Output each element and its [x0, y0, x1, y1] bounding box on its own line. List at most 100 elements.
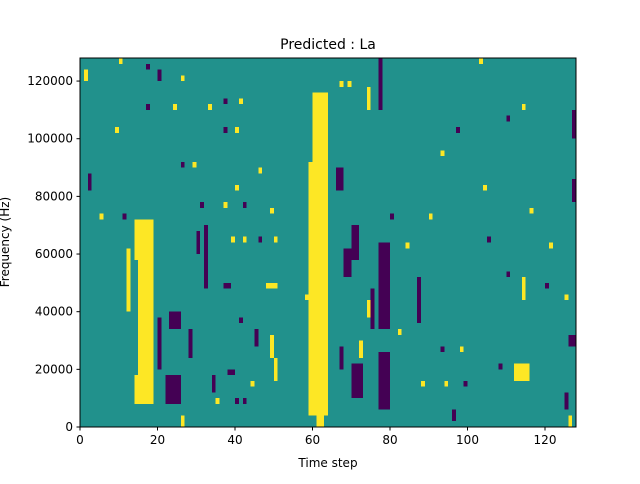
heatmap-cell-51: [227, 369, 235, 376]
heatmap-cell-40: [242, 236, 247, 243]
heatmap-cell-90: [351, 225, 359, 260]
heatmap-cell-2: [316, 409, 325, 427]
chart-title: Predicted : La: [280, 37, 376, 53]
heatmap-cell-11: [572, 179, 576, 203]
heatmap-cell-67: [506, 115, 511, 122]
y-tick-label: 40000: [35, 305, 73, 319]
heatmap-cell-41: [258, 236, 263, 243]
heatmap-cell-72: [521, 277, 526, 301]
x-tick-label: 120: [534, 433, 557, 447]
heatmap-cell-84: [335, 167, 344, 191]
heatmap-cell-20: [145, 104, 150, 110]
heatmap-cell-99: [254, 328, 259, 347]
heatmap-cell-27: [238, 98, 243, 105]
heatmap-cell-81: [452, 409, 456, 422]
heatmap-cell-88: [366, 86, 371, 110]
heatmap-cell-71: [506, 271, 511, 278]
heatmap-cell-22: [114, 127, 119, 133]
heatmap-cell-95: [126, 248, 131, 312]
heatmap-cell-73: [545, 282, 549, 289]
heatmap-cell-65: [479, 58, 483, 64]
heatmap-cell-33: [99, 213, 104, 220]
heatmap-cell-26: [223, 98, 228, 105]
heatmap-cell-64: [483, 184, 487, 191]
heatmap-cell-15: [83, 69, 88, 82]
heatmap-cell-82: [568, 415, 573, 427]
y-axis-label: Frequency (Hz): [0, 197, 12, 288]
heatmap-cell-63: [455, 127, 460, 133]
heatmap-cell-79: [444, 380, 449, 387]
heatmap-cell-38: [269, 207, 274, 214]
x-tick-label: 100: [456, 433, 479, 447]
heatmap-cell-54: [235, 398, 239, 404]
heatmap-cell-86: [347, 81, 352, 87]
heatmap-cell-13: [165, 375, 181, 404]
heatmap-cell-93: [370, 288, 375, 329]
heatmap-cell-96: [157, 317, 162, 370]
heatmap-cell-69: [548, 242, 553, 249]
heatmap-cell-97: [188, 328, 193, 358]
x-tick-label: 60: [305, 433, 320, 447]
heatmap-cell-62: [440, 150, 445, 157]
y-axis-ticks: 0 20000 40000 60000 80000 100000 120000: [27, 74, 80, 434]
heatmap-cell-21: [173, 104, 177, 110]
y-tick-label: 20000: [35, 362, 73, 376]
heatmap-cell-6: [378, 242, 390, 329]
heatmap-cell-12: [572, 109, 576, 139]
heatmap-cell-31: [258, 167, 263, 174]
heatmap-cell-3: [134, 219, 154, 260]
heatmap-cell-8: [351, 363, 363, 399]
x-axis-ticks: 0 20 40 60 80 100 120: [76, 427, 556, 447]
heatmap-cell-76: [459, 346, 464, 353]
heatmap-cell-9: [514, 363, 530, 381]
heatmap-cell-87: [378, 58, 383, 110]
heatmap-cell-59: [428, 213, 433, 220]
heatmap-cell-91: [339, 346, 344, 370]
heatmap-cells: [80, 58, 576, 427]
heatmap-cell-35: [200, 202, 204, 208]
heatmap-cell-23: [223, 127, 228, 133]
heatmap-cell-37: [242, 202, 247, 208]
heatmap-cell-16: [118, 58, 123, 64]
y-tick-label: 100000: [27, 132, 73, 146]
heatmap-cell-80: [463, 380, 468, 387]
heatmap-cell-49: [273, 357, 278, 381]
heatmap-cell-50: [250, 380, 255, 387]
heatmap-cell-56: [180, 415, 185, 427]
x-tick-label: 40: [227, 433, 242, 447]
heatmap-cell-34: [122, 213, 127, 220]
heatmap-cell-94: [366, 300, 371, 318]
heatmap-cell-14: [169, 311, 181, 329]
heatmap-cell-98: [196, 230, 201, 255]
heatmap-cell-47: [238, 317, 243, 324]
heatmap-cell-52: [211, 375, 216, 393]
heatmap-cell-0: [308, 161, 328, 416]
y-tick-label: 120000: [27, 74, 73, 88]
plot-frame: [79, 57, 577, 428]
heatmap-cell-70: [486, 236, 491, 243]
heatmap-cell-74: [564, 294, 569, 301]
heatmap-cell-55: [242, 398, 247, 404]
heatmap-cell-17: [145, 63, 150, 70]
heatmap-cell-77: [498, 363, 503, 370]
heatmap-cell-57: [405, 242, 410, 249]
heatmap-cell-7: [378, 352, 390, 410]
heatmap-cell-46: [304, 294, 309, 301]
heatmap-cell-39: [231, 236, 235, 243]
heatmap-cell-5: [134, 375, 154, 404]
x-tick-label: 20: [150, 433, 165, 447]
heatmap-cell-1: [312, 92, 328, 168]
heatmap-cell-78: [421, 380, 425, 387]
x-tick-label: 0: [76, 433, 84, 447]
heatmap-cell-25: [207, 104, 212, 110]
y-tick-label: 0: [65, 420, 73, 434]
heatmap-cell-45: [266, 282, 278, 289]
heatmap-cell-10: [568, 334, 576, 347]
heatmap-cell-28: [192, 161, 197, 168]
heatmap-cell-85: [339, 81, 344, 87]
heatmap-cell-19: [180, 75, 185, 82]
heatmap-cell-58: [390, 213, 394, 220]
heatmap-cell-83: [564, 392, 569, 410]
